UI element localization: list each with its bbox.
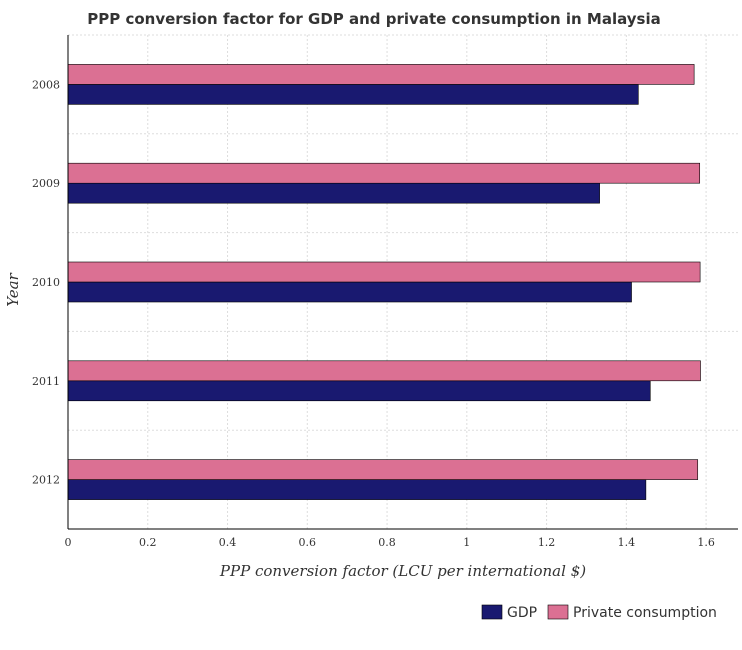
bar-private-consumption [67, 64, 695, 85]
bar-gdp [67, 479, 647, 500]
legend: GDP Private consumption [481, 604, 717, 621]
legend-label-private-consumption: Private consumption [573, 605, 717, 621]
chart-title: PPP conversion factor for GDP and privat… [87, 10, 661, 28]
bar-gdp [67, 182, 600, 204]
x-tick-label: 0.4 [219, 536, 237, 549]
bar-gdp [67, 84, 639, 105]
x-tick-label: 1.6 [697, 536, 715, 549]
y-tick-label: 2009 [32, 177, 60, 190]
axes: 0 0.2 0.4 0.6 0.8 1 1.2 1.4 1.6 2008 2009 2010 2011 2… [32, 35, 738, 549]
x-tick-label: 0.8 [378, 536, 396, 549]
x-tick-label: 0.2 [139, 536, 157, 549]
bar-private-consumption [67, 360, 701, 382]
bar-gdp [67, 281, 632, 303]
x-tick-label: 0.6 [299, 536, 317, 549]
bar-private-consumption [67, 459, 699, 480]
x-tick-label: 1.2 [538, 536, 556, 549]
legend-swatch-private-consumption [547, 604, 569, 620]
y-tick-label: 2012 [32, 474, 60, 487]
y-tick-label: 2011 [32, 375, 60, 388]
y-axis-label: Year [4, 272, 22, 306]
bar-gdp [67, 380, 651, 402]
legend-swatch-gdp [481, 604, 503, 620]
x-tick-label: 1.4 [618, 536, 636, 549]
bar-private-consumption [67, 162, 701, 184]
x-tick-label: 0 [65, 536, 72, 549]
bar-private-consumption [67, 261, 701, 283]
y-tick-label: 2008 [32, 78, 60, 91]
x-axis-label: PPP conversion factor (LCU per internati… [219, 562, 586, 580]
x-tick-label: 1 [463, 536, 470, 549]
legend-label-gdp: GDP [507, 605, 537, 621]
y-tick-label: 2010 [32, 276, 60, 289]
bars [67, 64, 701, 500]
